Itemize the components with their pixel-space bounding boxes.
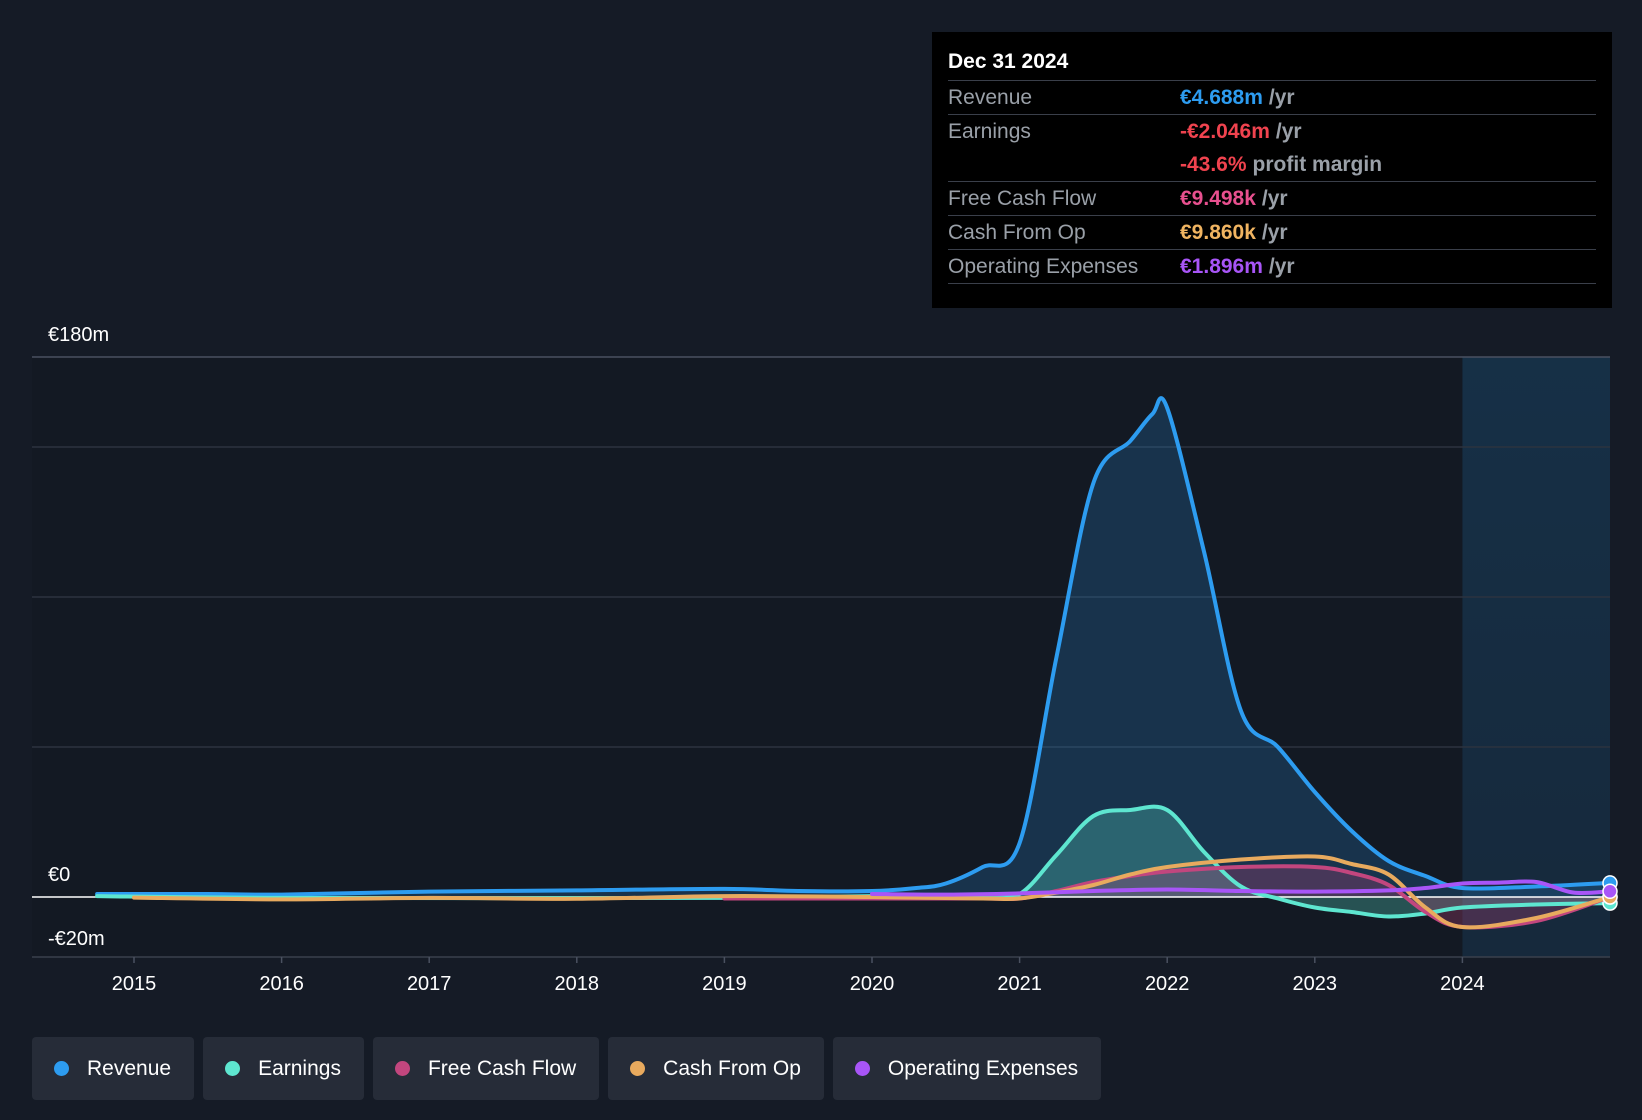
operating-expenses-line [870, 879, 1612, 897]
x-tick-label: 2022 [1145, 973, 1190, 995]
legend-label: Earnings [258, 1056, 341, 1080]
legend-label: Revenue [87, 1056, 172, 1080]
chart: €180m €0 -€20m 2015 2016 2017 2018 2019 2020 2021… [32, 324, 1618, 995]
x-tick-label: 2018 [555, 973, 600, 995]
tooltip-value: €9.860k [1180, 220, 1256, 244]
tooltip-date: Dec 31 2024 [948, 50, 1069, 73]
legend-dot-icon [630, 1061, 646, 1076]
tooltip-row-cash-from-op: Cash From Op €9.860k /yr [948, 215, 1596, 249]
legend-item-earnings[interactable]: Earnings [203, 1037, 364, 1100]
x-tick-label: 2020 [850, 973, 895, 995]
legend-label: Operating Expenses [887, 1056, 1079, 1080]
tooltip: Dec 31 2024 Revenue €4.688m /yr Earnings… [932, 32, 1612, 308]
y-tick-label: -€20m [48, 928, 105, 950]
legend: Revenue Earnings Free Cash Flow Cash Fro… [32, 1037, 1102, 1100]
tooltip-row-operating-expenses: Operating Expenses €1.896m /yr [948, 249, 1596, 284]
x-tick-label: 2016 [259, 973, 304, 995]
tooltip-value: €4.688m [1180, 85, 1263, 109]
tooltip-row-earnings: Earnings -€2.046m /yr [948, 114, 1596, 148]
revenue-area [97, 398, 1611, 897]
legend-item-cash-from-op[interactable]: Cash From Op [608, 1037, 824, 1100]
tooltip-unit: /yr [1275, 119, 1302, 143]
tooltip-unit: profit margin [1252, 152, 1383, 176]
tooltip-value: €9.498k [1180, 186, 1256, 210]
x-tick-label: 2023 [1293, 973, 1338, 995]
tooltip-unit: /yr [1268, 254, 1295, 278]
tooltip-row-free-cash-flow: Free Cash Flow €9.498k /yr [948, 181, 1596, 215]
legend-label: Cash From Op [663, 1056, 801, 1080]
legend-dot-icon [54, 1061, 69, 1076]
tooltip-unit: /yr [1261, 186, 1288, 210]
legend-dot-icon [225, 1061, 241, 1076]
tooltip-label: Earnings [948, 119, 1031, 143]
tooltip-value: €1.896m [1180, 254, 1263, 278]
y-tick-label: €180m [48, 324, 109, 346]
tooltip-value: -43.6% [1180, 152, 1247, 176]
operating-expenses-end-point [1602, 883, 1618, 900]
tooltip-label: Operating Expenses [948, 254, 1139, 278]
legend-item-operating-expenses[interactable]: Operating Expenses [832, 1037, 1102, 1100]
legend-item-free-cash-flow[interactable]: Free Cash Flow [372, 1037, 600, 1100]
legend-dot-icon [854, 1061, 870, 1076]
x-tick-label: 2021 [997, 973, 1042, 995]
x-tick-label: 2019 [702, 973, 747, 995]
tooltip-row-profit-margin: -43.6% profit margin [948, 148, 1596, 181]
forecast-shade [1462, 357, 1610, 957]
x-tick-label: 2015 [112, 973, 157, 995]
y-tick-label: €0 [48, 864, 70, 886]
x-tick-label: 2024 [1440, 973, 1485, 995]
legend-dot-icon [394, 1061, 410, 1076]
tooltip-label: Revenue [948, 85, 1033, 109]
tooltip-unit: /yr [1261, 220, 1288, 244]
tooltip-row-revenue: Revenue €4.688m /yr [948, 80, 1596, 114]
tooltip-label: Cash From Op [948, 220, 1086, 244]
legend-label: Free Cash Flow [427, 1056, 577, 1080]
tooltip-value: -€2.046m [1180, 119, 1270, 143]
x-tick-label: 2017 [407, 973, 452, 995]
tooltip-unit: /yr [1268, 85, 1295, 109]
tooltip-label: Free Cash Flow [948, 186, 1097, 210]
revenue-line [95, 396, 1612, 897]
legend-item-revenue[interactable]: Revenue [32, 1037, 195, 1100]
plot-background [32, 357, 1463, 957]
